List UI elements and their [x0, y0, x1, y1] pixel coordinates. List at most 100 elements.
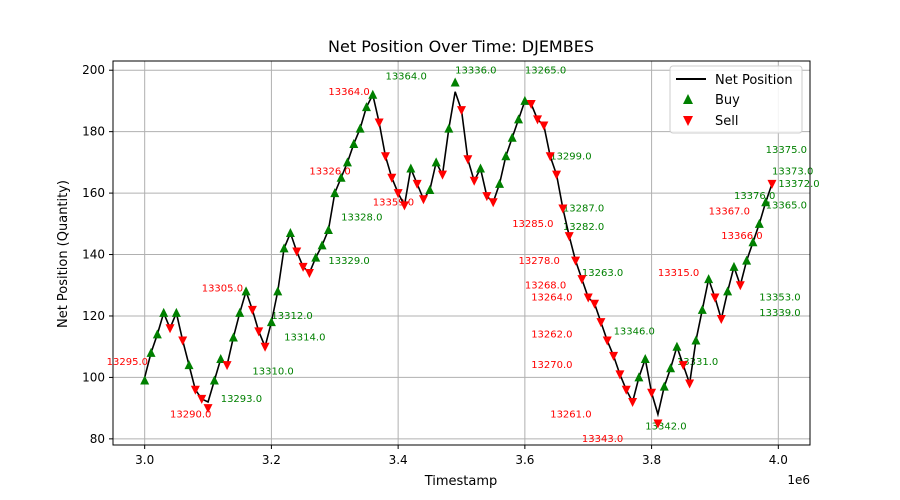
data-label: 13305.0: [202, 283, 243, 294]
sell-marker: [374, 118, 384, 128]
sell-marker: [577, 275, 587, 285]
buy-marker: [659, 381, 669, 391]
sell-marker: [685, 379, 695, 389]
buy-marker: [184, 360, 194, 370]
buy-marker: [754, 218, 764, 228]
data-label: 13359.0: [373, 197, 414, 208]
data-label: 13346.0: [614, 326, 655, 337]
buy-marker: [349, 138, 359, 148]
x-tick-label: 4.0: [769, 453, 788, 467]
buy-marker: [140, 375, 150, 385]
sell-marker: [412, 179, 422, 189]
data-label: 13278.0: [519, 256, 560, 267]
buy-marker: [748, 237, 758, 247]
data-label: 13285.0: [512, 219, 553, 230]
buy-marker: [368, 89, 378, 99]
data-label: 13373.0: [772, 167, 813, 178]
sell-marker: [710, 293, 720, 303]
sell-marker: [545, 152, 555, 162]
sell-marker: [678, 361, 688, 371]
data-label: 13367.0: [709, 207, 750, 218]
buy-marker: [285, 228, 295, 238]
sell-marker: [558, 204, 568, 214]
buy-markers: [140, 77, 771, 391]
data-label: 13261.0: [550, 409, 591, 420]
buy-marker: [425, 185, 435, 195]
sell-marker: [552, 170, 562, 180]
data-label: 13376.0: [734, 191, 775, 202]
sell-marker: [393, 189, 403, 199]
buy-marker: [273, 286, 283, 296]
buy-marker: [228, 332, 238, 342]
sell-marker: [539, 121, 549, 131]
data-label: 13268.0: [525, 280, 566, 291]
buy-marker: [266, 317, 276, 327]
buy-marker: [171, 307, 181, 317]
y-axis-ticks: 80 100 120 140 160 180 200: [82, 63, 113, 446]
x-axis-ticks: 3.0 3.2 3.4 3.6 3.8 4.0: [135, 445, 788, 467]
sell-marker: [247, 305, 257, 315]
x-axis-offset-label: 1e6: [787, 473, 810, 487]
data-label: 13328.0: [341, 213, 382, 224]
buy-marker: [342, 157, 352, 167]
buy-marker: [361, 102, 371, 112]
data-label: 13329.0: [328, 256, 369, 267]
buy-marker: [761, 197, 771, 207]
buy-marker: [691, 335, 701, 345]
buy-marker: [723, 286, 733, 296]
plot-frame: [112, 60, 811, 446]
y-axis-label: Net Position (Quantity): [56, 180, 71, 328]
data-label: 13375.0: [766, 145, 807, 156]
buy-marker: [501, 151, 511, 161]
sell-marker: [564, 232, 574, 242]
buy-marker: [235, 307, 245, 317]
buy-marker: [634, 372, 644, 382]
sell-marker: [437, 170, 447, 180]
buy-marker: [431, 157, 441, 167]
sell-marker: [463, 155, 473, 165]
legend-net-position: Net Position: [715, 73, 793, 88]
sell-marker: [590, 299, 600, 309]
buy-marker: [672, 341, 682, 351]
y-tick-label: 180: [82, 125, 105, 139]
buy-marker: [507, 132, 517, 142]
data-label: 13290.0: [170, 409, 211, 420]
data-label: 13339.0: [759, 308, 800, 319]
x-tick-label: 3.0: [135, 453, 154, 467]
buy-marker: [209, 375, 219, 385]
sell-marker: [469, 176, 479, 186]
sell-marker: [615, 370, 625, 380]
sell-marker: [418, 195, 428, 205]
y-tick-label: 100: [82, 370, 105, 384]
buy-marker: [697, 304, 707, 314]
x-tick-label: 3.8: [642, 453, 661, 467]
legend-sell-swatch: [683, 116, 693, 126]
data-label: 13262.0: [531, 329, 572, 340]
sell-marker: [628, 397, 638, 407]
data-label: 13265.0: [525, 65, 566, 76]
plot-area: 13364.0 13336.0 13265.0 13364.0 13329.0 13328…: [107, 60, 820, 446]
sell-marker: [767, 179, 777, 189]
y-tick-label: 140: [82, 248, 105, 262]
y-tick-label: 200: [82, 63, 105, 77]
buy-marker: [742, 255, 752, 265]
data-label: 13366.0: [721, 231, 762, 242]
sell-marker: [380, 152, 390, 162]
buy-marker: [146, 347, 156, 357]
data-label: 13293.0: [221, 394, 262, 405]
buy-marker: [450, 77, 460, 87]
data-label: 13353.0: [759, 293, 800, 304]
data-label: 13299.0: [550, 151, 591, 162]
buy-marker: [323, 224, 333, 234]
buy-marker: [666, 363, 676, 373]
buy-marker: [159, 307, 169, 317]
sell-marker: [178, 336, 188, 346]
legend: Net Position Buy Sell: [669, 65, 803, 134]
data-label: 13314.0: [284, 333, 325, 344]
sell-marker: [533, 115, 543, 125]
data-label: 13365.0: [766, 200, 807, 211]
buy-marker: [520, 95, 530, 105]
sell-markers: [165, 100, 777, 429]
data-label: 13336.0: [455, 65, 496, 76]
